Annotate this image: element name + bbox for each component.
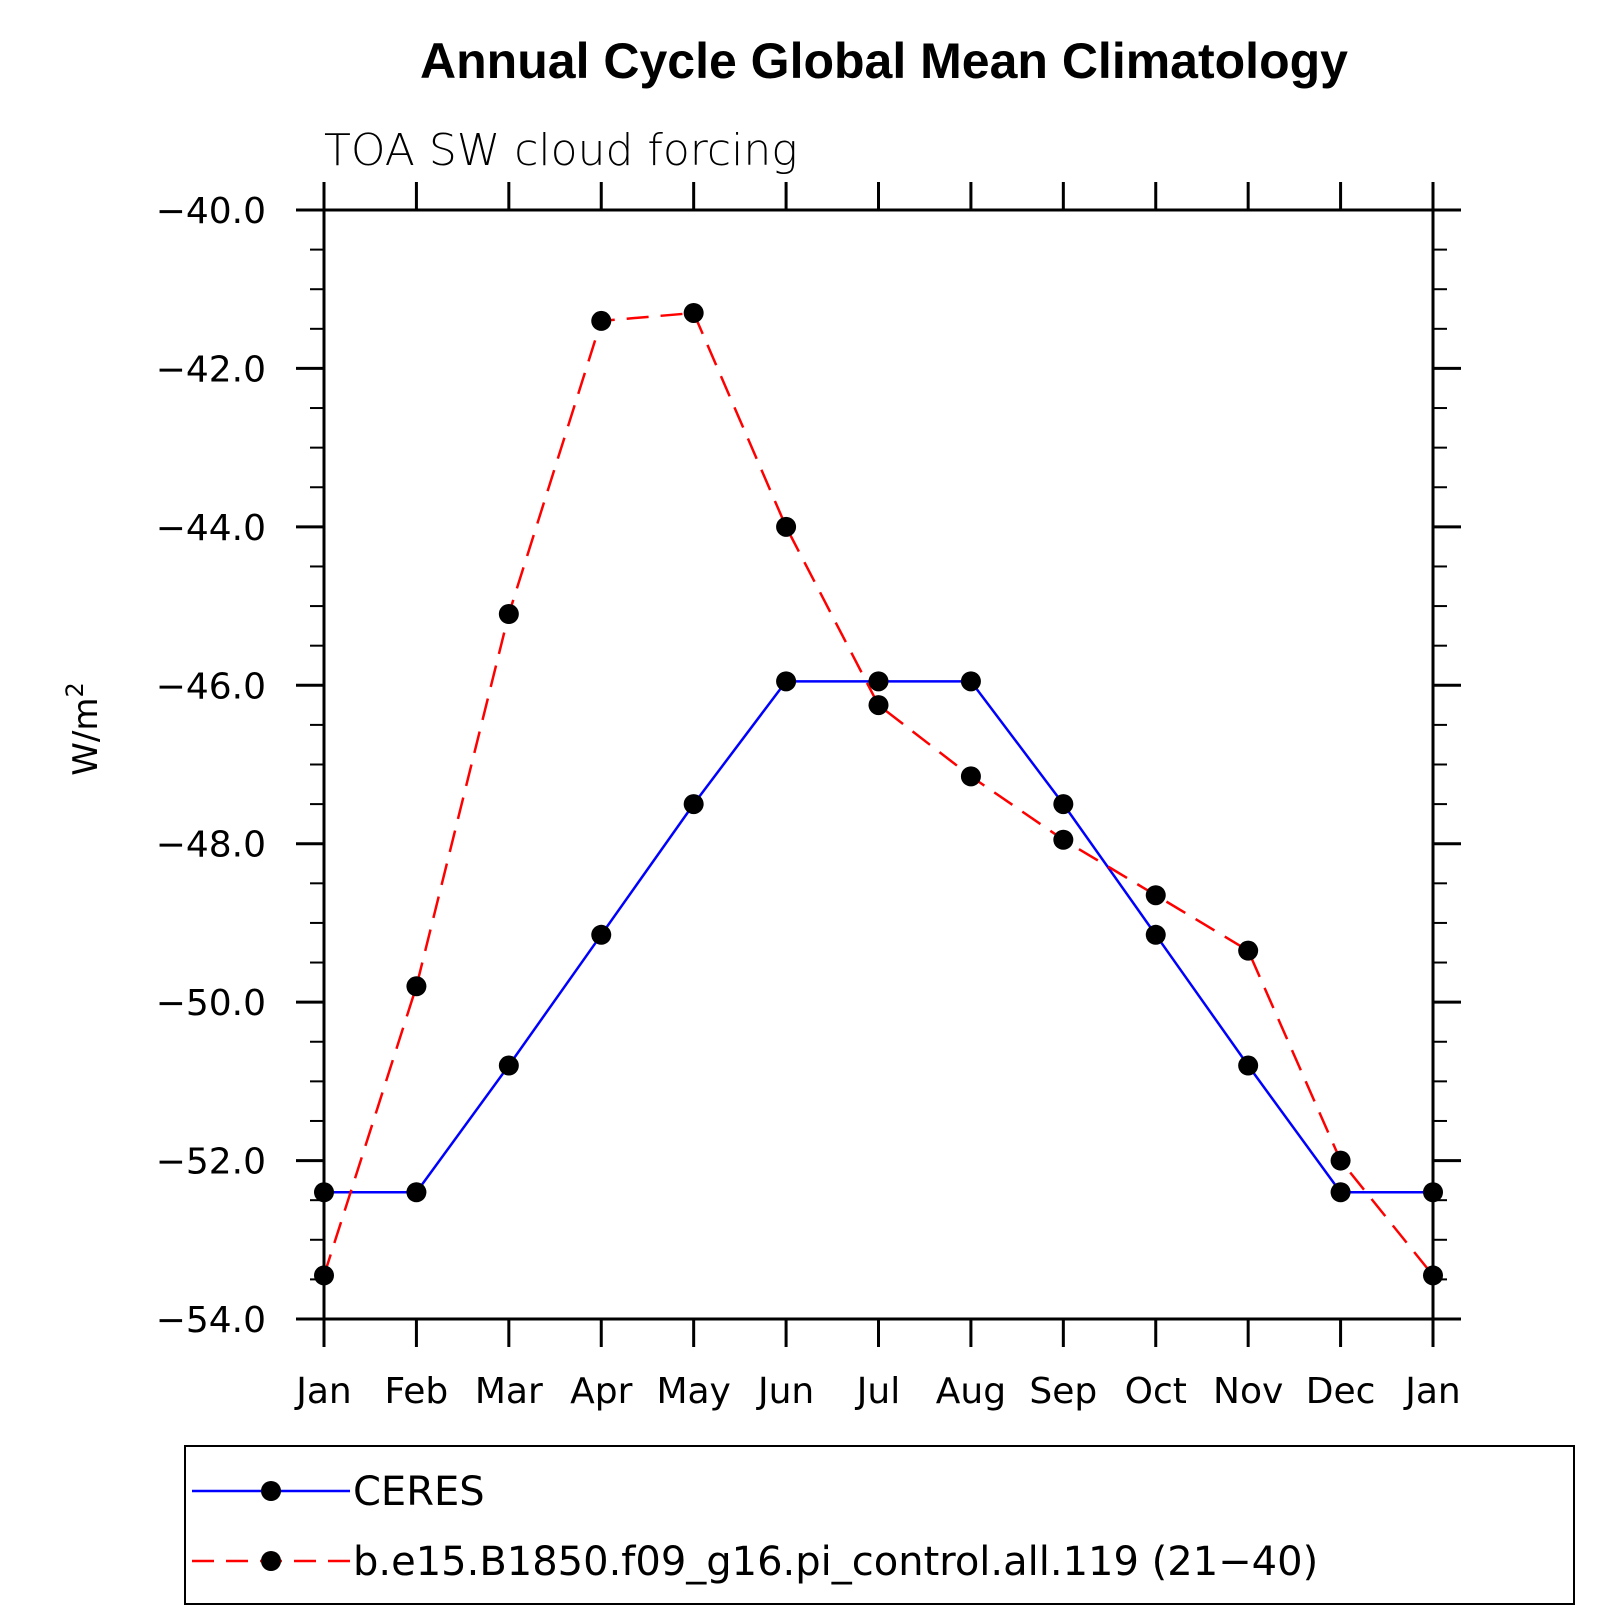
x-tick-label: Jan bbox=[1403, 1371, 1461, 1412]
x-tick-label: Oct bbox=[1125, 1371, 1187, 1412]
plot-frame bbox=[322, 208, 1435, 1321]
x-tick-label: Mar bbox=[475, 1371, 543, 1412]
series-2-point bbox=[960, 766, 981, 787]
x-tick-label: Feb bbox=[385, 1371, 449, 1412]
legend-box bbox=[184, 1445, 1575, 1605]
series-1-point bbox=[960, 671, 981, 692]
legend-label-1: CERES bbox=[353, 1469, 485, 1515]
legend: CERES b.e15.B1850.f09_g16.pi_control.all.… bbox=[184, 1445, 1575, 1605]
series-2-point bbox=[591, 310, 612, 331]
series-1-point bbox=[406, 1182, 427, 1203]
x-tick-label: Jan bbox=[294, 1371, 352, 1412]
series-2-point bbox=[1330, 1150, 1351, 1171]
series-2-point bbox=[406, 976, 427, 997]
series-2-point bbox=[498, 603, 519, 624]
x-tick-label: Jun bbox=[756, 1371, 814, 1412]
x-tick-label: Aug bbox=[936, 1371, 1006, 1412]
plot-area: Jan Feb Mar Apr May Jun Jul Aug Sep Oct Nov Dec Jan−… bbox=[156, 182, 1461, 1412]
legend-label-2: b.e15.B1850.f09_g16.pi_control.all.119 (… bbox=[353, 1539, 1318, 1585]
chart-subtitle: TOA SW cloud forcing bbox=[324, 125, 798, 176]
x-tick-label: Apr bbox=[570, 1371, 632, 1412]
series-1-point bbox=[1145, 924, 1166, 945]
y-tick-label: −40.0 bbox=[156, 191, 266, 232]
legend-marker-2 bbox=[261, 1551, 281, 1571]
series-1-point bbox=[591, 924, 612, 945]
x-tick-label: Jul bbox=[855, 1371, 900, 1412]
series-1-point bbox=[314, 1182, 334, 1203]
series-2-point bbox=[314, 1265, 334, 1286]
y-tick-label: −44.0 bbox=[156, 508, 266, 549]
y-tick-label: −50.0 bbox=[156, 983, 266, 1024]
series-1-point bbox=[1053, 794, 1074, 815]
x-tick-label: May bbox=[656, 1371, 730, 1412]
y-tick-label: −48.0 bbox=[156, 825, 266, 866]
y-tick-label: −52.0 bbox=[156, 1142, 266, 1183]
y-tick-label: −42.0 bbox=[156, 349, 266, 390]
series-1-point bbox=[683, 794, 704, 815]
series-1-point bbox=[1238, 1055, 1259, 1076]
y-tick-label: −54.0 bbox=[156, 1300, 266, 1341]
series-1-point bbox=[776, 671, 797, 692]
series-2-point bbox=[1145, 885, 1166, 906]
series-2-point bbox=[1053, 829, 1074, 850]
series-2-point bbox=[868, 695, 889, 716]
chart-title: Annual Cycle Global Mean Climatology bbox=[420, 33, 1348, 89]
x-tick-label: Nov bbox=[1213, 1371, 1283, 1412]
series-line-2 bbox=[322, 311, 1434, 1277]
series-1-point bbox=[498, 1055, 519, 1076]
series-2-point bbox=[1238, 940, 1259, 961]
series-2-point bbox=[776, 516, 797, 537]
series-2-point bbox=[683, 302, 704, 323]
y-axis-label-superscript: 2 bbox=[61, 682, 89, 697]
y-axis-label: W/m2 bbox=[61, 682, 106, 775]
series-1-point bbox=[868, 671, 889, 692]
x-tick-label: Dec bbox=[1306, 1371, 1376, 1412]
series-line-1 bbox=[324, 680, 1433, 1194]
y-axis-label-base: W/m bbox=[66, 698, 106, 776]
series-1-point bbox=[1423, 1182, 1443, 1203]
series-2-point bbox=[1423, 1265, 1443, 1286]
legend-marker-1 bbox=[261, 1481, 281, 1501]
x-tick-label: Sep bbox=[1029, 1371, 1097, 1412]
series-1-point bbox=[1330, 1182, 1351, 1203]
y-tick-label: −46.0 bbox=[156, 666, 266, 707]
